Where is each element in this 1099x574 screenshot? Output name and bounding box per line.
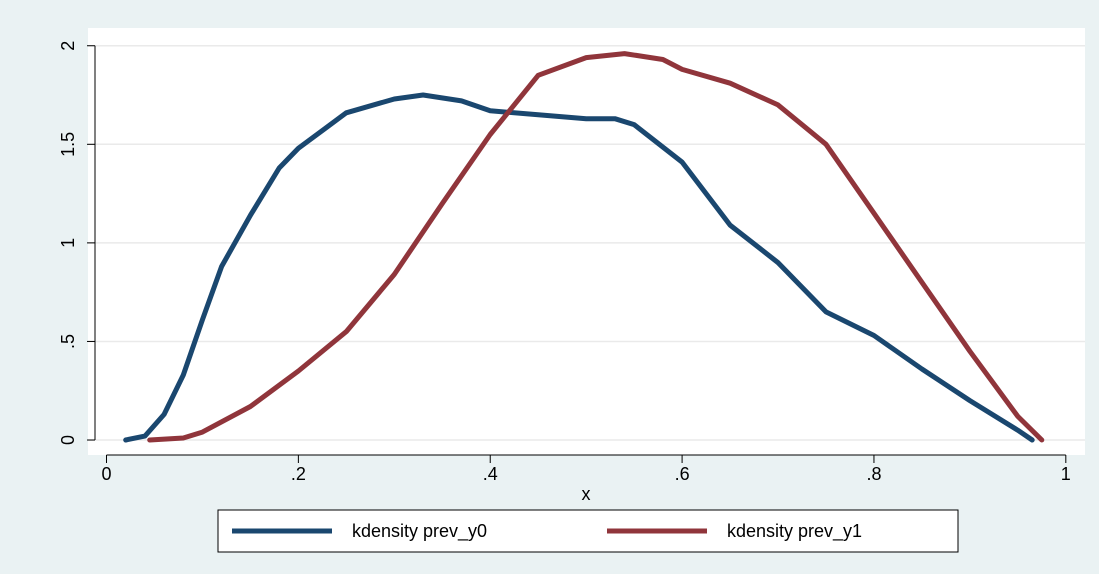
- plot-area: [88, 28, 1085, 455]
- x-tick-label: 1: [1061, 464, 1071, 484]
- x-tick-label: .6: [675, 464, 690, 484]
- series-line: [147, 51, 1045, 443]
- x-axis-title: x: [582, 484, 591, 504]
- y-tick-label: .5: [58, 334, 78, 349]
- y-tick-label: 0: [58, 435, 78, 445]
- y-tick-label: 1: [58, 238, 78, 248]
- x-tick-label: .4: [483, 464, 498, 484]
- series-line: [123, 92, 1035, 443]
- legend-label: kdensity prev_y0: [352, 521, 487, 542]
- y-tick-label: 1.5: [58, 132, 78, 157]
- x-tick-label: .2: [291, 464, 306, 484]
- y-tick-label: 2: [58, 41, 78, 51]
- x-tick-label: .8: [866, 464, 881, 484]
- legend-label: kdensity prev_y1: [727, 521, 862, 542]
- legend: [217, 509, 959, 553]
- x-tick-label: 0: [102, 464, 112, 484]
